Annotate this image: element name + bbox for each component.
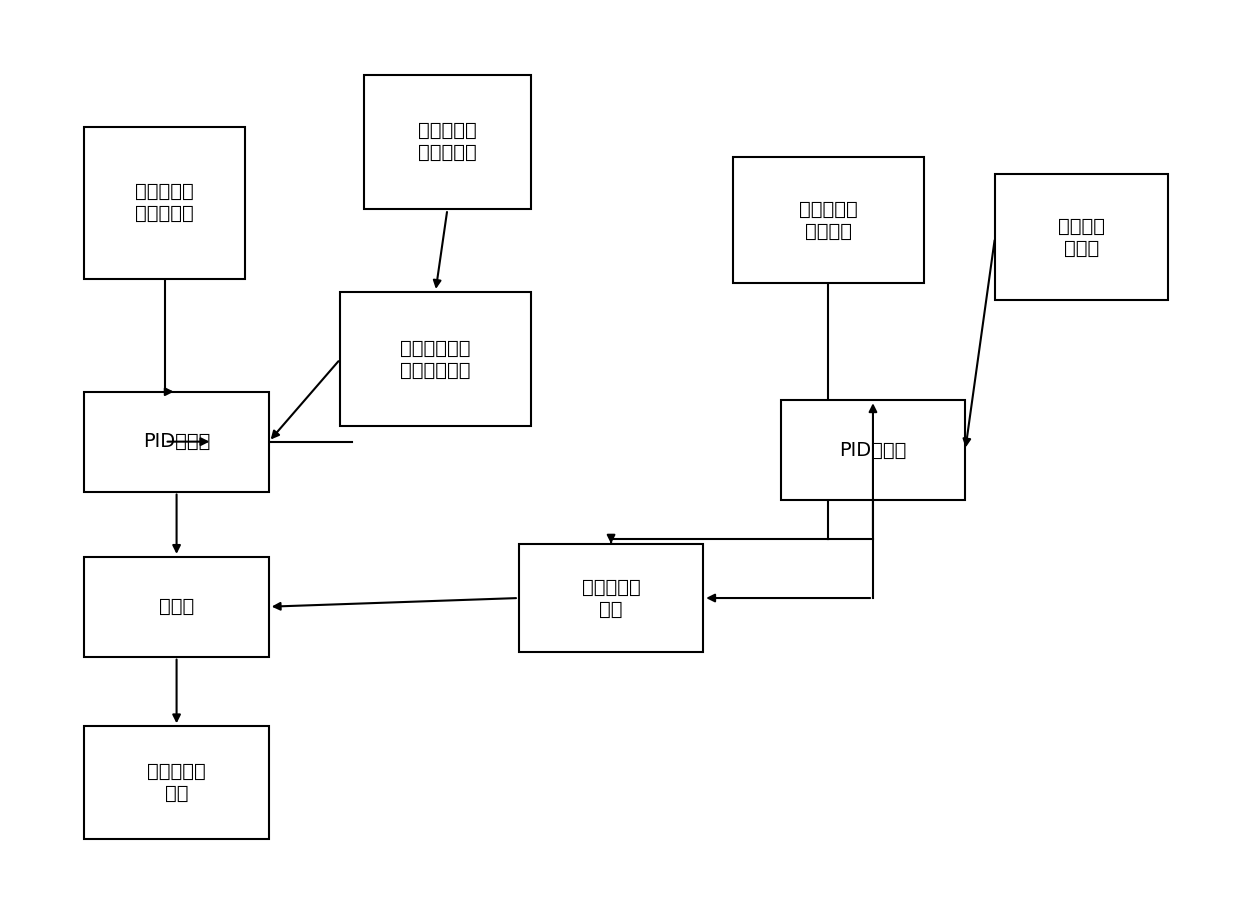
Text: PID调节器: PID调节器 [143, 433, 211, 451]
FancyBboxPatch shape [733, 157, 924, 283]
Text: 磨煤机出口
温度设定值: 磨煤机出口 温度设定值 [418, 121, 476, 162]
Text: 加法器: 加法器 [159, 597, 195, 616]
FancyBboxPatch shape [365, 74, 531, 209]
FancyBboxPatch shape [518, 544, 703, 653]
FancyBboxPatch shape [84, 392, 269, 491]
Text: 风量测量值
（修正）: 风量测量值 （修正） [799, 200, 858, 241]
FancyBboxPatch shape [84, 726, 269, 839]
Text: 给煤量与
风煤比: 给煤量与 风煤比 [1058, 217, 1105, 258]
Text: 磨煤机出口
温度测量值: 磨煤机出口 温度测量值 [135, 182, 193, 224]
Text: 根据煤质、分
离器转速修正: 根据煤质、分 离器转速修正 [401, 338, 471, 379]
FancyBboxPatch shape [340, 291, 531, 426]
FancyBboxPatch shape [84, 557, 269, 657]
Text: 热风调节执
行器: 热风调节执 行器 [582, 577, 640, 618]
Text: PID调节器: PID调节器 [839, 441, 906, 460]
FancyBboxPatch shape [781, 400, 965, 500]
Text: 冷风调节执
行器: 冷风调节执 行器 [148, 762, 206, 803]
FancyBboxPatch shape [994, 175, 1168, 300]
FancyBboxPatch shape [84, 127, 246, 279]
